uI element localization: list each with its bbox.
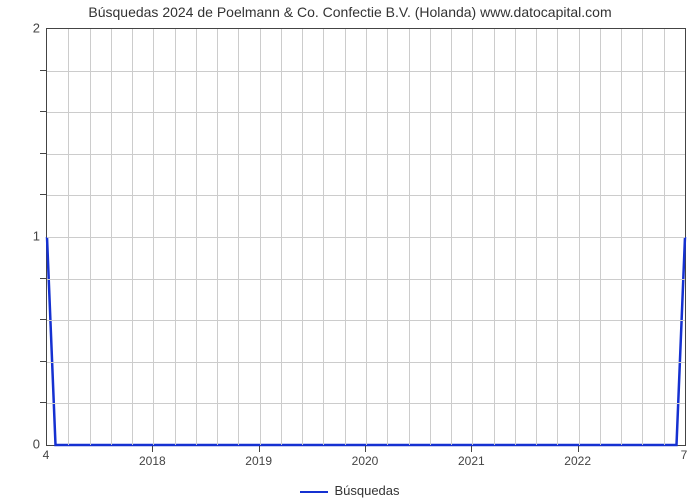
legend: Búsquedas: [0, 483, 700, 498]
gridline-horizontal: [47, 320, 685, 321]
y-tick-label: 2: [10, 21, 40, 36]
y-tick-label: 1: [10, 229, 40, 244]
y-minor-tick: [40, 111, 46, 112]
y-tick-label: 0: [10, 437, 40, 452]
y-minor-tick: [40, 194, 46, 195]
y-minor-tick: [40, 402, 46, 403]
gridline-horizontal: [47, 112, 685, 113]
x-end-label-left: 4: [43, 448, 50, 462]
gridline-horizontal: [47, 279, 685, 280]
gridline-horizontal: [47, 71, 685, 72]
x-tick-mark: [578, 446, 579, 452]
y-minor-tick: [40, 70, 46, 71]
x-tick-label: 2021: [458, 454, 485, 468]
x-tick-label: 2018: [139, 454, 166, 468]
x-tick-label: 2022: [564, 454, 591, 468]
x-tick-label: 2019: [245, 454, 272, 468]
legend-swatch: [300, 491, 328, 493]
y-minor-tick: [40, 278, 46, 279]
gridline-horizontal: [47, 403, 685, 404]
x-tick-label: 2020: [352, 454, 379, 468]
y-minor-tick: [40, 319, 46, 320]
gridline-horizontal: [47, 362, 685, 363]
gridline-horizontal: [47, 195, 685, 196]
chart-title: Búsquedas 2024 de Poelmann & Co. Confect…: [0, 4, 700, 20]
x-tick-mark: [259, 446, 260, 452]
y-minor-tick: [40, 153, 46, 154]
x-tick-mark: [152, 446, 153, 452]
y-minor-tick: [40, 361, 46, 362]
x-tick-mark: [471, 446, 472, 452]
gridline-horizontal: [47, 154, 685, 155]
gridline-horizontal: [47, 237, 685, 238]
chart-container: Búsquedas 2024 de Poelmann & Co. Confect…: [0, 0, 700, 500]
x-tick-mark: [365, 446, 366, 452]
plot-area: [46, 28, 686, 446]
legend-label: Búsquedas: [334, 483, 399, 498]
x-end-label-right: 7: [681, 448, 688, 462]
